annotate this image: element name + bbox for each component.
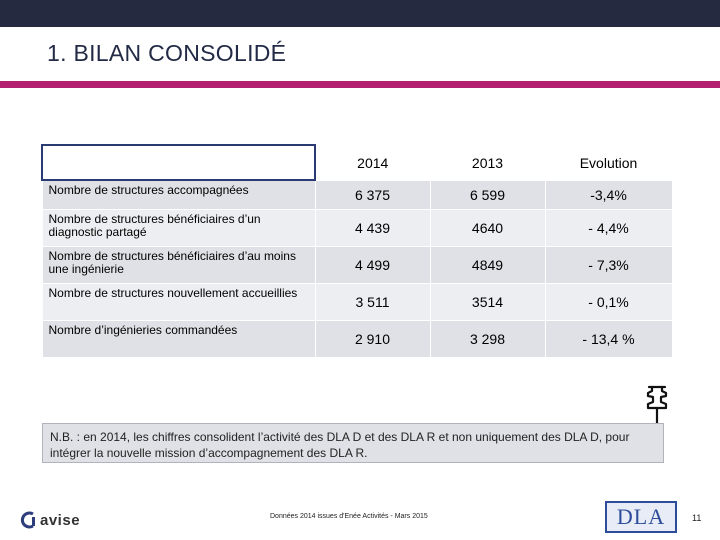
page-number: 11 [692, 513, 702, 523]
row-label: Nombre d’ingénieries commandées [41, 320, 316, 358]
column-header-2013: 2013 [429, 144, 546, 181]
value-evolution: - 0,1% [544, 283, 673, 321]
value-2014: 3 511 [314, 283, 431, 321]
value-2014: 4 439 [314, 209, 431, 247]
value-2014: 4 499 [314, 246, 431, 284]
value-evolution: -3,4% [544, 179, 673, 210]
pushpin-icon [646, 385, 668, 426]
table-row: Nombre de structures nouvellement accuei… [41, 283, 673, 321]
row-label: Nombre de structures bénéficiaires d’au … [41, 246, 316, 284]
column-header-evolution: Evolution [544, 144, 673, 181]
value-2014: 6 375 [314, 179, 431, 210]
value-2014: 2 910 [314, 320, 431, 358]
table-row: Nombre d’ingénieries commandées 2 910 3 … [41, 320, 673, 358]
note-box: N.B. : en 2014, les chiffres consolident… [42, 423, 664, 463]
avise-logo-text: avise [40, 511, 81, 529]
value-evolution: - 13,4 % [544, 320, 673, 358]
bilan-table: 2014 2013 Evolution Nombre de structures… [41, 144, 673, 358]
dla-logo: DLA [605, 501, 677, 533]
avise-logo: avise [20, 510, 80, 530]
page-title: 1. BILAN CONSOLIDÉ [47, 40, 287, 66]
value-2013: 4849 [429, 246, 546, 284]
accent-bar [0, 81, 720, 88]
avise-logo-icon [20, 511, 35, 529]
footer-source: Données 2014 issues d'Enée Activités - M… [270, 513, 428, 520]
table-row: Nombre de structures bénéficiaires d’au … [41, 246, 673, 284]
column-header-2014: 2014 [314, 144, 431, 181]
row-label: Nombre de structures nouvellement accuei… [41, 283, 316, 321]
table-header-blank [41, 144, 316, 181]
row-label: Nombre de structures accompagnées [41, 179, 316, 210]
value-evolution: - 7,3% [544, 246, 673, 284]
value-2013: 6 599 [429, 179, 546, 210]
table-row: Nombre de structures bénéficiaires d’un … [41, 209, 673, 247]
table-header-row: 2014 2013 Evolution [41, 144, 673, 181]
top-bar [0, 0, 720, 27]
dla-logo-text: DLA [616, 504, 666, 529]
value-2013: 4640 [429, 209, 546, 247]
value-evolution: - 4,4% [544, 209, 673, 247]
value-2013: 3514 [429, 283, 546, 321]
row-label: Nombre de structures bénéficiaires d’un … [41, 209, 316, 247]
value-2013: 3 298 [429, 320, 546, 358]
table-row: Nombre de structures accompagnées 6 375 … [41, 179, 673, 210]
